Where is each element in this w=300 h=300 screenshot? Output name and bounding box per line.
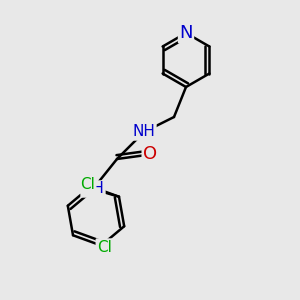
Text: Cl: Cl — [97, 239, 112, 254]
Text: NH: NH — [82, 182, 104, 196]
Text: O: O — [143, 146, 157, 164]
Text: N: N — [179, 24, 193, 42]
Text: Cl: Cl — [80, 178, 95, 193]
Text: NH: NH — [133, 124, 155, 140]
